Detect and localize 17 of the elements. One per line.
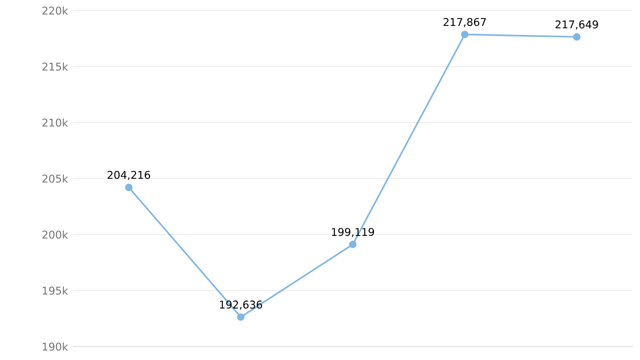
data-label: 192,636: [220, 300, 262, 310]
y-tick-label: 195k: [42, 286, 68, 295]
y-tick-label: 200k: [42, 230, 68, 239]
data-label: 199,119: [332, 228, 374, 238]
point: [125, 184, 133, 192]
point: [349, 240, 357, 248]
point: [573, 33, 580, 41]
y-tick-label: 220k: [42, 6, 68, 15]
y-tick-label: 190k: [42, 342, 68, 351]
point: [237, 313, 245, 321]
data-label: 217,867: [444, 18, 486, 28]
y-tick-label: 215k: [42, 62, 68, 71]
y-tick-label: 210k: [42, 118, 68, 127]
data-label: 217,649: [556, 20, 598, 30]
point: [461, 30, 468, 38]
y-tick-label: 205k: [42, 174, 68, 183]
data-label: 204,216: [108, 170, 150, 180]
